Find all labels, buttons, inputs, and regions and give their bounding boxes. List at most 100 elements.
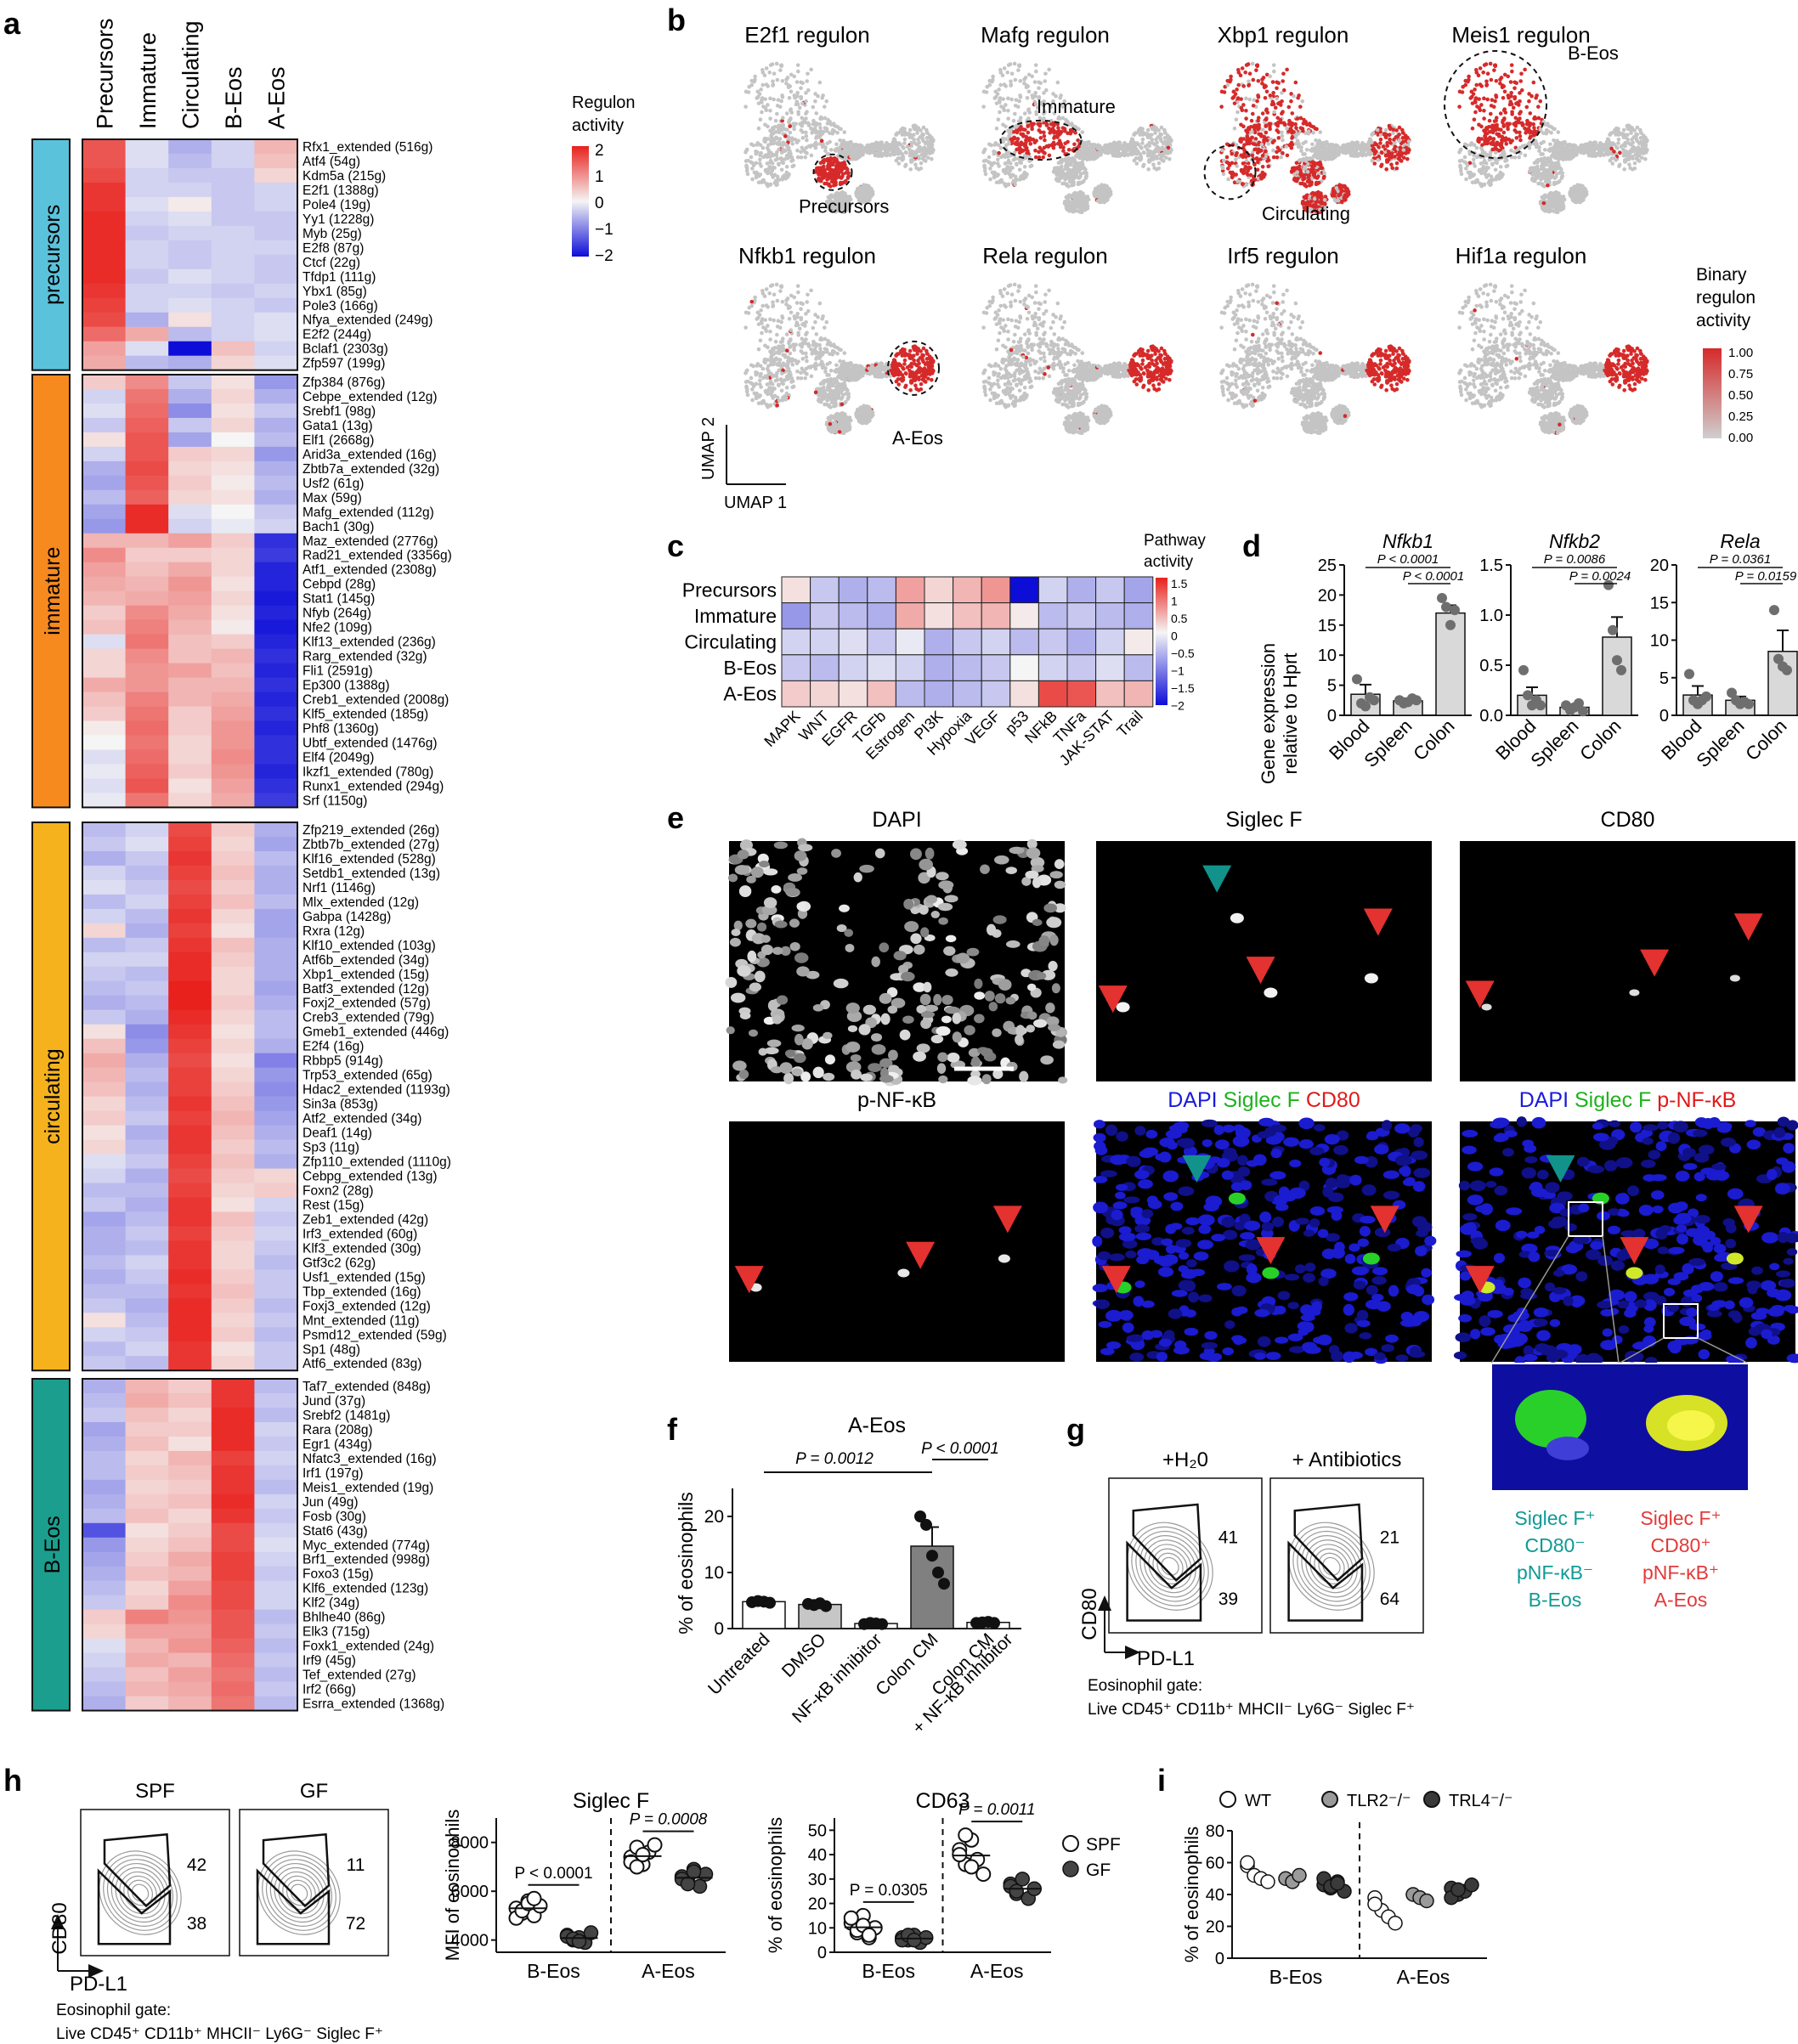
heatmap-group-label: immature xyxy=(41,547,65,635)
umap-cell-point xyxy=(840,150,845,155)
heatmap-cell xyxy=(125,1327,169,1342)
umap-cell-point xyxy=(1271,91,1275,95)
heatmap-cell xyxy=(211,1038,255,1054)
heatmap-cell xyxy=(211,432,255,448)
umap-cell-point xyxy=(1084,197,1089,202)
umap-cell-point xyxy=(1014,161,1019,167)
umap-cell-point xyxy=(774,153,779,158)
umap-cell-point xyxy=(758,157,762,162)
heatmap-cell xyxy=(82,1566,127,1582)
heatmap-cell xyxy=(125,1392,169,1409)
heatmap-cell xyxy=(211,951,255,968)
heatmap-cell xyxy=(82,980,127,997)
umap-cell-point xyxy=(1241,182,1245,187)
umap-cell-point xyxy=(1249,118,1254,123)
umap-cell-point xyxy=(772,71,777,76)
heatmap-row-label: Irf9 (45g) xyxy=(302,1654,356,1669)
heatmap-row-label: Gabpa (1428g) xyxy=(302,910,391,924)
umap-cell-point xyxy=(1295,138,1300,144)
umap-cell-point xyxy=(775,77,780,82)
umap-cell-point xyxy=(1012,129,1016,134)
heatmap-cell xyxy=(168,1313,212,1328)
heatmap-cell xyxy=(254,417,298,433)
umap-cell-point xyxy=(763,97,767,101)
heatmap-cell xyxy=(168,951,212,968)
heatmap-cell xyxy=(125,850,169,867)
heatmap-cell xyxy=(254,1096,298,1112)
heatmap-cell xyxy=(254,518,298,534)
heatmap-cell xyxy=(125,1211,169,1228)
umap-cell-point xyxy=(1143,144,1148,149)
heatmap-legend-tick: 2 xyxy=(595,142,604,160)
heatmap-group-label: precursors xyxy=(41,205,65,305)
heatmap-cell xyxy=(125,1038,169,1054)
heatmap-cell xyxy=(82,1211,127,1228)
heatmap-cell xyxy=(254,1436,298,1452)
umap-cell-point xyxy=(1333,143,1338,148)
umap-cell-point xyxy=(1383,135,1388,139)
umap-cell-point xyxy=(1293,80,1298,85)
umap-cell-point xyxy=(1381,144,1386,149)
umap-cell-point xyxy=(750,161,755,166)
umap-cell-point xyxy=(1284,144,1289,149)
umap-cell-point xyxy=(1025,95,1030,100)
umap-cell-point xyxy=(1159,133,1163,137)
heatmap-cell xyxy=(254,720,298,737)
umap-cell-point xyxy=(1151,162,1156,167)
heatmap-cell xyxy=(125,908,169,924)
umap-cell-point xyxy=(1022,170,1027,175)
umap-cell-point xyxy=(1117,140,1122,145)
heatmap-cell xyxy=(125,1356,169,1371)
umap-cell-point xyxy=(992,143,998,147)
umap-cell-point xyxy=(843,140,848,145)
umap-cell-point xyxy=(1258,134,1264,138)
umap-cell-point xyxy=(1073,191,1077,195)
heatmap-cell xyxy=(254,1652,298,1669)
umap-cell-point xyxy=(1235,110,1240,115)
heatmap-cell xyxy=(82,1465,127,1481)
umap-cell-point xyxy=(1320,166,1325,171)
umap-cell-point xyxy=(1271,63,1276,67)
heatmap-cell xyxy=(168,139,212,155)
heatmap-cell xyxy=(168,749,212,765)
umap-cell-point xyxy=(1089,144,1094,149)
umap-cell-point xyxy=(1256,93,1260,98)
heatmap-cell xyxy=(168,153,212,169)
heatmap-cell xyxy=(254,1421,298,1437)
heatmap-cell xyxy=(125,547,169,563)
heatmap-cell xyxy=(168,268,212,285)
umap-cell-point xyxy=(896,141,902,145)
umap-cell-point xyxy=(1096,186,1101,190)
umap-cell-point xyxy=(1080,155,1085,161)
heatmap-cell xyxy=(168,822,212,838)
umap-cell-point xyxy=(1159,138,1163,144)
heatmap-cell xyxy=(82,1038,127,1054)
umap-cell-point xyxy=(1070,209,1075,213)
umap-cell-point xyxy=(1145,135,1151,139)
umap-cell-point xyxy=(1314,138,1318,143)
umap-cell-point xyxy=(1043,138,1047,143)
umap-cell-point xyxy=(1370,133,1374,137)
heatmap-cell xyxy=(82,1298,127,1313)
umap-cell-point xyxy=(1145,127,1151,133)
umap-cell-point xyxy=(998,96,1003,100)
umap-cell-point xyxy=(1272,69,1276,74)
heatmap-cell xyxy=(82,908,127,924)
umap-cell-point xyxy=(1151,154,1156,158)
umap-cell-point xyxy=(838,138,842,143)
heatmap-cell xyxy=(211,865,255,881)
heatmap-cell xyxy=(211,1465,255,1481)
umap-cell-point xyxy=(891,137,896,141)
heatmap-cell xyxy=(82,1638,127,1654)
heatmap-cell xyxy=(168,417,212,433)
heatmap-cell xyxy=(254,1696,298,1712)
heatmap-cell xyxy=(125,1696,169,1712)
heatmap-legend-tick: −1 xyxy=(595,221,613,239)
heatmap-cell xyxy=(254,648,298,664)
umap-cell-point xyxy=(1076,154,1081,159)
umap-cell-point xyxy=(795,155,800,160)
umap-cell-point xyxy=(796,110,800,115)
heatmap-cell xyxy=(254,562,298,578)
umap-cell-point xyxy=(1012,61,1017,66)
